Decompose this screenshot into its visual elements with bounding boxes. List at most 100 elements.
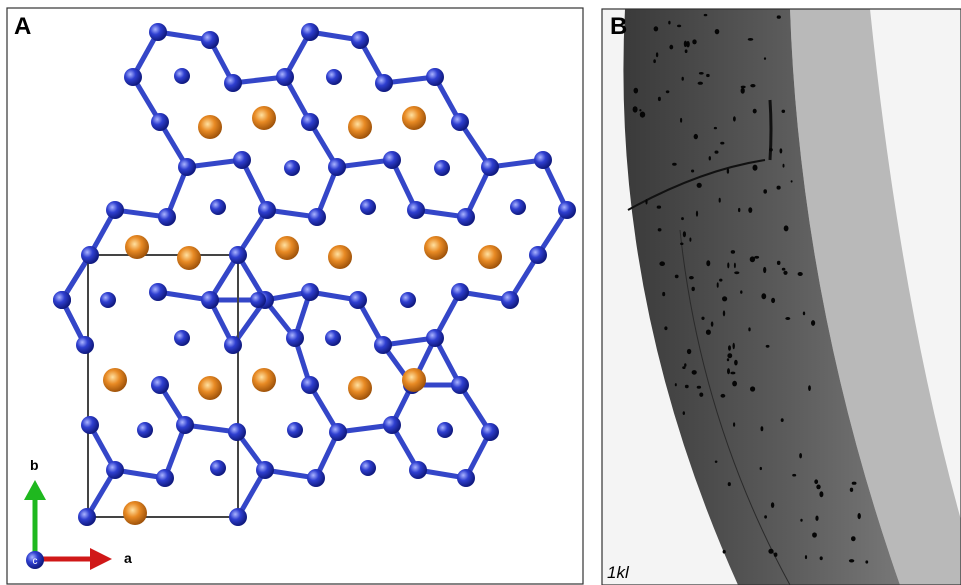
figure: A c b a B 1kl	[0, 0, 961, 585]
spot	[727, 368, 730, 374]
spot	[761, 426, 764, 431]
atom	[301, 23, 319, 41]
atom	[252, 106, 276, 130]
atom	[402, 368, 426, 392]
spot	[681, 217, 684, 220]
spot	[763, 267, 766, 273]
spot	[687, 349, 691, 354]
atom	[375, 74, 393, 92]
spot	[680, 118, 682, 123]
diffraction-panel: B 1kl	[602, 9, 961, 585]
spot	[683, 411, 685, 415]
atom	[178, 158, 196, 176]
spot	[785, 317, 790, 320]
spot	[727, 262, 729, 268]
structure-panel: A c b a	[7, 8, 583, 584]
spot	[777, 15, 781, 18]
spot	[783, 164, 785, 168]
atom	[307, 469, 325, 487]
spot	[717, 282, 719, 287]
atom	[210, 199, 226, 215]
atom	[451, 283, 469, 301]
atom	[198, 376, 222, 400]
spot	[750, 386, 755, 391]
atom	[250, 292, 266, 308]
spot	[733, 422, 735, 426]
spot	[683, 231, 686, 237]
spot	[658, 228, 662, 231]
atom	[149, 23, 167, 41]
atom	[124, 68, 142, 86]
spot	[669, 45, 673, 50]
spot	[849, 559, 854, 562]
spot	[764, 515, 767, 518]
spot	[719, 198, 721, 203]
spot	[684, 41, 687, 47]
spot	[633, 106, 638, 112]
atom	[351, 31, 369, 49]
atom	[481, 423, 499, 441]
atom	[258, 201, 276, 219]
spot	[659, 261, 665, 266]
atom	[457, 208, 475, 226]
spot	[730, 372, 735, 375]
spot	[803, 312, 805, 316]
atom	[125, 235, 149, 259]
atom	[360, 460, 376, 476]
spot	[774, 553, 778, 557]
atom	[301, 376, 319, 394]
spot	[706, 74, 710, 77]
spot	[734, 271, 739, 274]
atom	[451, 376, 469, 394]
atom	[328, 245, 352, 269]
atom	[76, 336, 94, 354]
spot	[698, 82, 703, 85]
spot	[808, 385, 811, 391]
spot	[664, 326, 667, 330]
atom	[558, 201, 576, 219]
spot	[699, 72, 704, 75]
spot	[754, 256, 759, 259]
spot	[715, 151, 719, 154]
atom	[510, 199, 526, 215]
atom	[100, 292, 116, 308]
b-label: b	[30, 457, 39, 473]
spot	[727, 353, 732, 358]
spot	[640, 112, 645, 118]
atom	[424, 236, 448, 260]
spot	[805, 555, 807, 559]
atom	[451, 113, 469, 131]
spot	[714, 127, 717, 129]
atom	[276, 68, 294, 86]
atom	[457, 469, 475, 487]
atom	[229, 246, 247, 264]
spot	[850, 488, 853, 492]
spot	[696, 211, 698, 217]
spot	[748, 327, 750, 331]
atom	[177, 246, 201, 270]
spot	[782, 110, 786, 113]
atom	[426, 68, 444, 86]
spot	[791, 180, 793, 182]
spot	[766, 345, 770, 348]
spot	[722, 296, 727, 301]
spot	[672, 163, 677, 166]
spot	[769, 148, 773, 151]
atom	[78, 508, 96, 526]
spot	[723, 310, 725, 316]
atom	[360, 199, 376, 215]
atom	[233, 151, 251, 169]
spot	[783, 271, 787, 275]
atom	[407, 201, 425, 219]
spot	[728, 345, 731, 351]
spot	[701, 317, 704, 320]
spot	[780, 148, 783, 153]
atom	[156, 469, 174, 487]
spot	[764, 57, 766, 60]
caption: 1kl	[607, 563, 630, 582]
spot	[675, 383, 677, 386]
atom	[374, 336, 392, 354]
spot	[706, 330, 711, 335]
spot	[811, 320, 815, 326]
spot	[753, 165, 758, 171]
